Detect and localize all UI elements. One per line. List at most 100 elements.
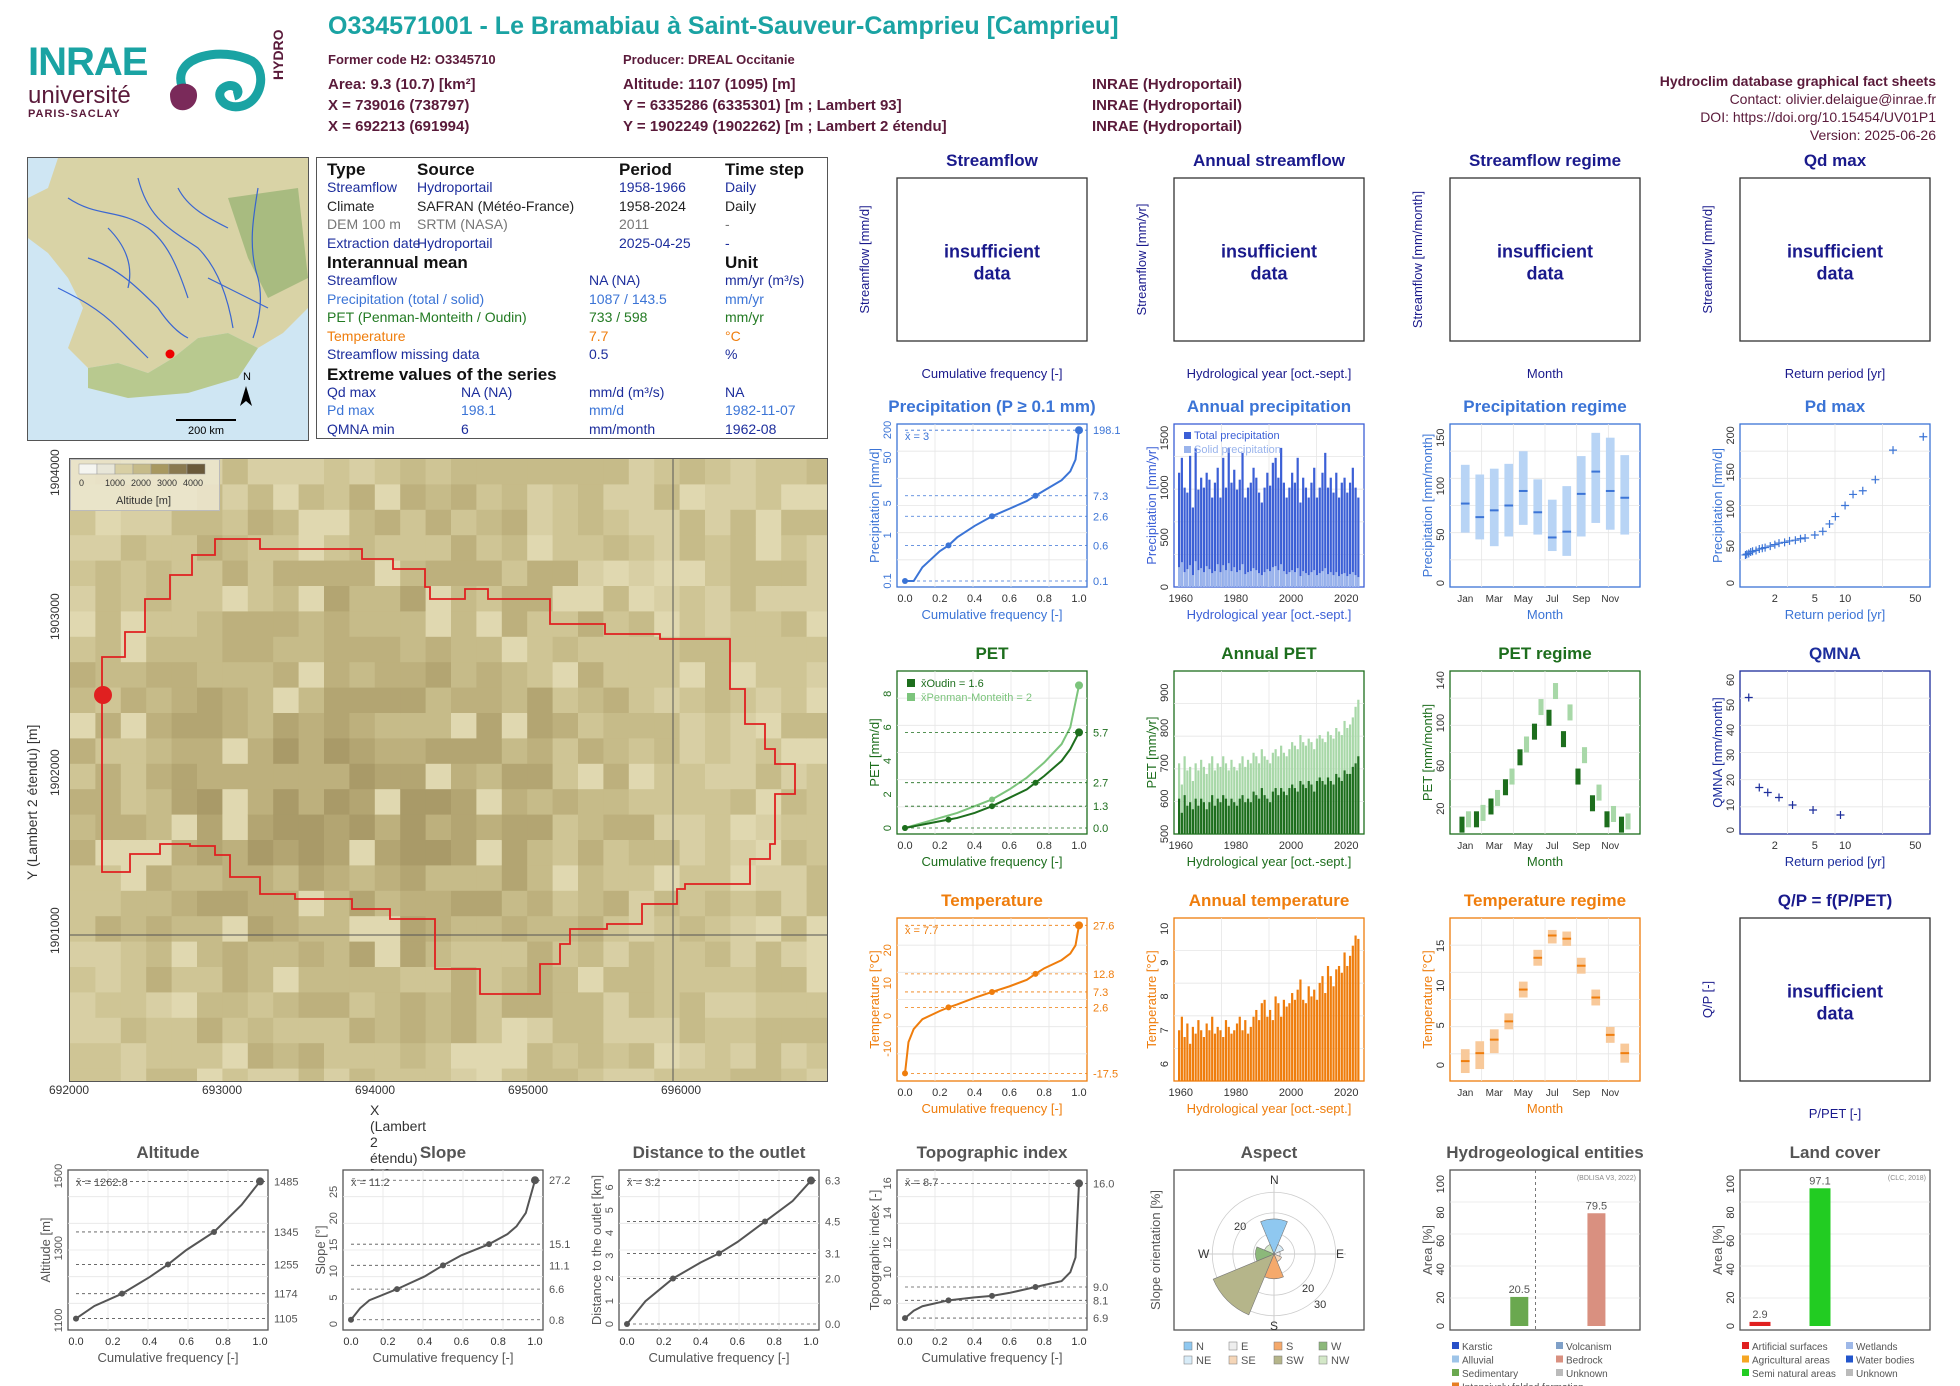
scatter-point [1755,783,1764,792]
dem-cell [654,560,681,587]
dem-cell [349,865,376,892]
cdf-point [945,816,952,823]
dem-cell [705,687,731,714]
dem-cell [451,560,477,587]
watershed-boundary [101,538,796,995]
legend-swatch [1273,1341,1283,1351]
legend-entry: Solid precipitation [1194,444,1281,456]
bar-total [1244,497,1247,587]
dem-cell [95,916,122,943]
dem-cell [425,484,452,511]
bar-value [1348,955,1352,1081]
bar-value [1191,1026,1194,1081]
bar-pm [1219,766,1222,834]
mean-annotation: x̄ = 8.7 [905,1177,938,1189]
dem-cell [95,865,122,892]
dem-cell [425,890,452,917]
dem-cell [679,636,706,663]
regime-pm [1523,736,1530,753]
dem-cell [247,763,274,790]
dem-cell [527,992,554,1019]
info-cell: Streamflow [327,179,398,195]
bar-pm [1183,756,1186,834]
dem-cell [324,560,350,587]
scatter-point [1841,501,1850,510]
dem-cell [374,1017,401,1044]
dem-cell [603,1043,630,1070]
dem-cell [527,484,554,511]
bar-oudin [1244,802,1247,834]
y-tick: 8 [882,1299,894,1305]
dem-cell [349,941,376,968]
dem-cell [806,789,827,816]
dem-cell [476,611,503,638]
source-3: INRAE (Hydroportail) [1092,118,1242,135]
quantile-label: 1.3 [1093,801,1108,813]
dem-cell [527,1017,554,1044]
bar-pm [1263,756,1266,834]
scatter-point [1775,793,1784,802]
x-tick: 1980 [1224,840,1248,852]
dem-cell [374,560,401,587]
info-cell: Streamflow missing data [327,346,480,362]
dem-cell [527,763,554,790]
cdf-line [626,1179,812,1325]
dem-cell [349,484,376,511]
page-title: O334571001 - Le Bramabiau à Saint-Sauveu… [328,12,1119,40]
scatter-point [1889,446,1898,455]
y-tick: 500 [1159,825,1171,843]
dem-cell [501,1017,528,1044]
bar-solid [1266,569,1269,587]
bar-pm [1191,781,1194,834]
y-tick: 600 [1159,789,1171,807]
y-tick: 0 [1159,584,1171,590]
dem-cell [781,1017,808,1044]
y-tick: 100 [1435,477,1447,495]
bar-solid [1249,571,1252,587]
dem-cell [578,763,604,790]
scatter-point [1809,806,1818,814]
quantile-label: 0.0 [825,1319,840,1331]
dem-cell [120,967,147,993]
dem-cell [273,967,300,993]
bar-total [1329,477,1332,587]
dem-cell [298,636,325,663]
panel-title: Topographic index [917,1143,1068,1162]
dem-cell [324,992,350,1019]
dem-cell [298,992,325,1019]
x-tick: 1960 [1169,840,1193,852]
dem-cell [374,992,401,1019]
y-tick: 5 [1435,1022,1447,1028]
legend-swatch [1846,1369,1853,1376]
bar-total [1202,487,1206,587]
info-cell: DEM 100 m [327,216,401,232]
dem-cell [451,738,477,765]
insufficient-msg: data [1816,264,1854,284]
dem-cell [95,1017,122,1044]
cdf-point [531,1176,539,1185]
bar-pm [1249,763,1252,834]
bar-value [1357,938,1360,1081]
y-tick: 200 [882,421,894,439]
axis-label: Cumulative frequency [-] [922,607,1063,622]
plot-frame [1449,177,1641,342]
y-tick: 1300 [53,1236,65,1260]
dem-cell [273,1068,300,1081]
info-cell: Extraction date [327,234,421,251]
dem-cell [171,586,198,612]
axis-label: Precipitation [mm/d] [1710,448,1725,563]
inrae-logo: INRAE [28,40,148,84]
dem-cell [476,992,503,1019]
dem-cell [578,586,604,612]
panel-title: Temperature [941,891,1043,910]
legend-swatch [1556,1342,1563,1349]
bar-oudin [1233,802,1236,834]
dem-cell [578,1043,604,1070]
source-note: (BDLISA V3, 2022) [1577,1175,1636,1182]
dem-cell [476,1043,503,1070]
legend-entry: x̄Penman-Monteith = 2 [921,692,1032,704]
dem-cell [603,992,630,1019]
quantile-label: 16.0 [1093,1178,1114,1190]
panel-title: Annual precipitation [1187,397,1351,416]
x-tick: 0.4 [142,1336,157,1348]
